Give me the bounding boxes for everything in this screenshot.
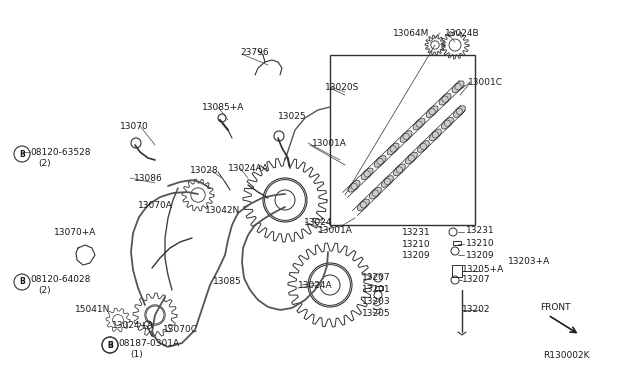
Text: 13028: 13028 [190, 166, 219, 174]
Text: 13205+A: 13205+A [462, 266, 504, 275]
Text: 23796: 23796 [241, 48, 269, 57]
Text: 13001A: 13001A [318, 225, 353, 234]
Text: B: B [107, 340, 113, 350]
Ellipse shape [439, 93, 451, 105]
Ellipse shape [361, 168, 373, 180]
Ellipse shape [413, 118, 425, 130]
Ellipse shape [369, 187, 381, 199]
Ellipse shape [400, 131, 412, 142]
Ellipse shape [442, 117, 453, 129]
Text: 13202: 13202 [462, 305, 490, 314]
Ellipse shape [429, 129, 442, 141]
Ellipse shape [406, 153, 417, 164]
Text: 13024+A: 13024+A [112, 321, 154, 330]
Ellipse shape [358, 199, 369, 211]
Bar [375, 286, 383, 290]
Ellipse shape [348, 180, 360, 192]
Ellipse shape [374, 155, 386, 167]
Text: 13231: 13231 [402, 228, 431, 237]
Text: 13070+A: 13070+A [54, 228, 97, 237]
Text: 13024AA: 13024AA [228, 164, 269, 173]
Text: 13085: 13085 [213, 278, 242, 286]
Text: 13001A: 13001A [312, 138, 347, 148]
Text: 13086: 13086 [134, 173, 163, 183]
Ellipse shape [387, 143, 399, 155]
Bar [453, 241, 461, 245]
Text: (2): (2) [38, 286, 51, 295]
Text: 13207: 13207 [362, 273, 390, 282]
Text: B: B [19, 278, 25, 286]
Text: 13207: 13207 [462, 276, 491, 285]
Text: 08187-0301A: 08187-0301A [118, 340, 179, 349]
Text: 13024B: 13024B [445, 29, 479, 38]
Ellipse shape [452, 81, 464, 93]
Bar [330, 55, 475, 225]
Text: 15041N: 15041N [75, 305, 110, 314]
Ellipse shape [394, 164, 405, 176]
Text: 08120-63528: 08120-63528 [30, 148, 90, 157]
Text: 13070C: 13070C [163, 326, 198, 334]
Text: 08120-64028: 08120-64028 [30, 276, 90, 285]
Text: (1): (1) [130, 350, 143, 359]
Text: 13209: 13209 [402, 250, 431, 260]
Text: 13024: 13024 [304, 218, 333, 227]
Text: 13070A: 13070A [138, 201, 173, 209]
Text: 13064M: 13064M [393, 29, 429, 38]
Ellipse shape [426, 106, 438, 118]
Text: 13020S: 13020S [325, 83, 360, 92]
Ellipse shape [454, 106, 465, 117]
Text: 13210: 13210 [402, 240, 431, 248]
Text: 13209: 13209 [466, 250, 495, 260]
Text: 13210: 13210 [466, 238, 495, 247]
Text: 13201: 13201 [362, 285, 390, 295]
Text: 13205: 13205 [362, 310, 390, 318]
Text: 13070: 13070 [120, 122, 148, 131]
Text: 13203+A: 13203+A [508, 257, 550, 266]
Text: FRONT: FRONT [540, 304, 570, 312]
Text: 13024A: 13024A [298, 280, 333, 289]
Text: B: B [107, 340, 113, 350]
Text: 13042N: 13042N [205, 205, 240, 215]
Text: B: B [19, 150, 25, 158]
Text: 13231: 13231 [466, 225, 495, 234]
Ellipse shape [381, 176, 394, 187]
Text: 13203: 13203 [362, 298, 390, 307]
Ellipse shape [417, 141, 429, 152]
Text: (2): (2) [38, 158, 51, 167]
Text: R130002K: R130002K [543, 350, 589, 359]
Text: 13025: 13025 [278, 112, 307, 121]
Text: 13085+A: 13085+A [202, 103, 244, 112]
Bar [452, 265, 462, 277]
Text: 13001C: 13001C [468, 77, 503, 87]
